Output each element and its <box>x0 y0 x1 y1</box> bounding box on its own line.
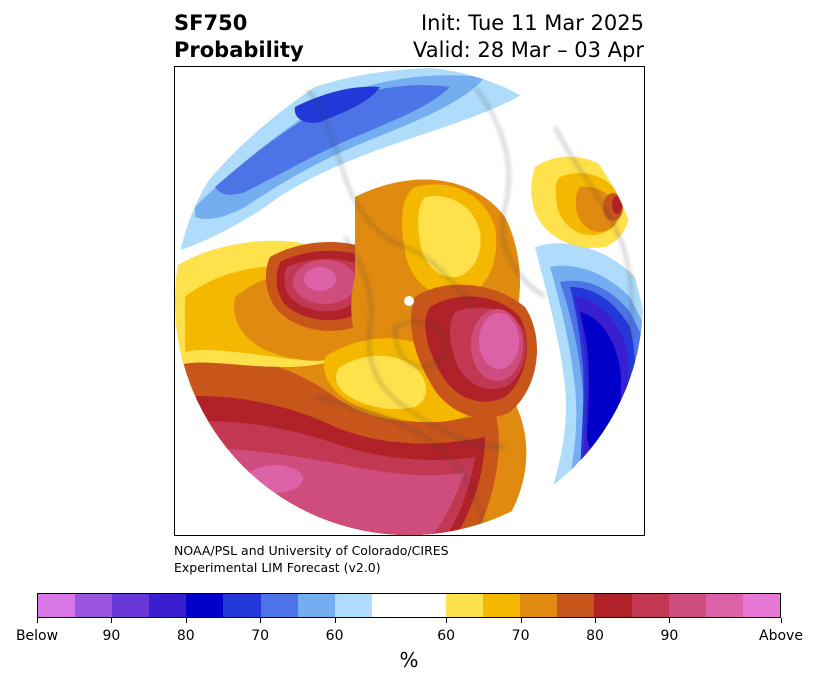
colorbar-tick-mark <box>595 618 596 623</box>
colorbar-tick-mark <box>37 618 38 623</box>
colorbar-swatch <box>594 594 632 617</box>
valid-range: Valid: 28 Mar – 03 Apr <box>413 38 644 62</box>
colorbar-swatch <box>742 594 780 617</box>
colorbar-swatch <box>334 594 372 617</box>
colorbar-tick-mark <box>334 618 336 623</box>
colorbar-tick-mark <box>185 618 187 623</box>
colorbar-swatch <box>631 594 669 617</box>
colorbar-swatch <box>297 594 335 617</box>
colorbar-swatch <box>75 594 113 617</box>
init-date: Init: Tue 11 Mar 2025 <box>420 11 644 35</box>
product-name: Probability <box>174 38 304 62</box>
colorbar-swatch <box>223 594 261 617</box>
colorbar-tick-mark <box>669 618 671 623</box>
colorbar-tick-mark <box>260 618 262 623</box>
colorbar-tick-mark <box>111 618 113 623</box>
colorbar-swatch <box>520 594 558 617</box>
data-credit: NOAA/PSL and University of Colorado/CIRE… <box>174 542 449 576</box>
map-title: SF750 Probability <box>174 10 304 64</box>
colorbar-swatch <box>149 594 187 617</box>
colorbar-swatch <box>260 594 298 617</box>
colorbar-tick-label: 80 <box>176 628 195 644</box>
colorbar-swatch <box>668 594 706 617</box>
variable-name: SF750 <box>174 11 248 35</box>
colorbar-swatch <box>112 594 150 617</box>
colorbar-tick-label: 80 <box>586 628 604 644</box>
colorbar-swatch <box>186 594 224 617</box>
forecast-dates: Init: Tue 11 Mar 2025 Valid: 28 Mar – 03… <box>413 10 644 64</box>
credit-line-2: Experimental LIM Forecast (v2.0) <box>174 560 381 575</box>
colorbar-tick-label: 70 <box>511 628 530 644</box>
colorbar-tick-label: 90 <box>102 628 121 644</box>
colorbar-swatch <box>705 594 743 617</box>
probability-field <box>175 67 643 535</box>
colorbar-unit: % <box>399 648 419 672</box>
credit-line-1: NOAA/PSL and University of Colorado/CIRE… <box>174 543 449 558</box>
colorbar-swatch <box>371 594 447 617</box>
colorbar-tick-label: 70 <box>251 628 270 644</box>
colorbar-swatch <box>483 594 521 617</box>
colorbar-tick-label: Above <box>759 628 803 644</box>
colorbar-swatch <box>446 594 484 617</box>
colorbar <box>37 593 781 618</box>
colorbar-tick-label: 60 <box>437 628 456 644</box>
colorbar-tick-label: 60 <box>325 628 344 644</box>
colorbar-tick-mark <box>781 618 782 623</box>
colorbar-tick-mark <box>446 618 448 623</box>
colorbar-swatch <box>557 594 595 617</box>
colorbar-tick-label: 90 <box>660 628 679 644</box>
colorbar-tick-label: Below <box>15 628 59 644</box>
colorbar-swatch <box>38 594 76 617</box>
colorbar-tick-mark <box>520 618 522 623</box>
polar-map <box>174 66 645 536</box>
